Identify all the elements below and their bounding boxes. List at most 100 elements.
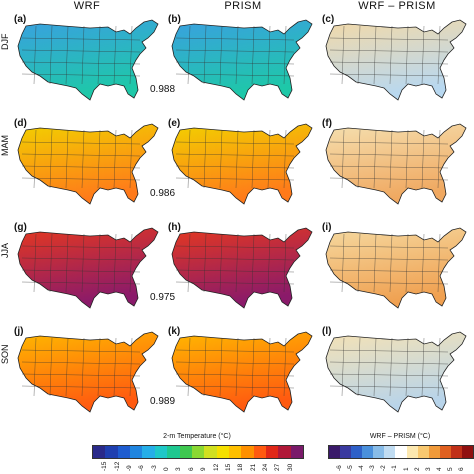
state-boundary — [219, 233, 223, 293]
colorbar-swatch — [362, 446, 374, 458]
correlation-value: 0.986 — [150, 188, 176, 199]
state-boundary — [421, 337, 425, 397]
colorbar-swatch — [105, 446, 118, 458]
colorbar-swatch — [142, 446, 155, 458]
state-boundary — [65, 129, 69, 189]
state-boundary — [81, 233, 85, 293]
us-outline — [17, 19, 159, 101]
colorbar-swatch — [351, 446, 363, 458]
us-map — [171, 227, 313, 309]
colorbar-swatch — [373, 446, 385, 458]
map-panel-1-0: (d) — [12, 116, 162, 216]
season-label-3: SON — [0, 344, 10, 364]
map-panel-3-1: (k) — [166, 324, 316, 424]
colorbar-swatch — [439, 446, 451, 458]
colorbar-swatch — [266, 446, 279, 458]
state-boundary — [329, 61, 449, 65]
state-boundary — [175, 49, 295, 53]
state-boundary — [329, 269, 449, 273]
panel-label: (b) — [168, 14, 181, 25]
colorbar-swatch — [395, 446, 407, 458]
colorbar-tick-label: 9 — [200, 467, 208, 471]
column-title-prism: PRISM — [224, 0, 262, 12]
state-boundary — [329, 361, 449, 365]
state-boundary — [175, 153, 295, 157]
state-boundary — [175, 141, 295, 145]
us-outline — [171, 123, 313, 205]
state-boundary — [283, 233, 287, 293]
state-boundary — [437, 233, 441, 293]
panel-label: (l) — [322, 326, 332, 337]
us-outline — [325, 331, 467, 413]
state-boundary — [389, 337, 393, 397]
colorbar-tick-label: 3 — [424, 467, 432, 471]
state-boundary — [329, 153, 449, 157]
colorbar-tick-label: -6 — [336, 465, 344, 471]
us-outline — [17, 123, 159, 205]
panel-label: (h) — [168, 222, 181, 233]
state-boundary — [283, 25, 287, 85]
map-panel-2-0: (g) — [12, 220, 162, 320]
state-boundary — [329, 245, 449, 249]
panel-label: (g) — [14, 222, 27, 233]
state-boundary — [175, 61, 295, 65]
panel-label: (f) — [322, 118, 332, 129]
state-boundary — [175, 385, 295, 389]
season-label-2: JJA — [0, 242, 10, 258]
season-label-1: MAM — [0, 135, 10, 157]
state-boundary — [97, 233, 101, 293]
state-boundary — [21, 141, 141, 145]
us-outline — [325, 123, 467, 205]
state-boundary — [175, 257, 295, 261]
state-boundary — [267, 233, 271, 293]
state-boundary — [175, 177, 295, 181]
state-boundary — [283, 337, 287, 397]
state-boundary — [175, 269, 295, 273]
state-boundary — [283, 129, 287, 189]
state-boundary — [113, 233, 117, 293]
colorbar-swatch — [93, 446, 106, 458]
us-map — [171, 19, 313, 101]
state-boundary — [267, 129, 271, 189]
state-boundary — [21, 361, 141, 365]
map-panel-0-2: (c) — [320, 12, 470, 112]
state-boundary — [329, 73, 449, 77]
colorbar-tick-label: 12 — [212, 463, 220, 471]
colorbar-tick-label: 15 — [224, 463, 232, 471]
state-boundary — [373, 337, 377, 397]
column-title-diff: WRF – PRISM — [358, 0, 436, 12]
state-boundary — [251, 129, 255, 189]
us-outline — [17, 331, 159, 413]
colorbar-tick-label: -1 — [391, 465, 399, 471]
temperature-colorbar — [92, 445, 304, 459]
state-boundary — [389, 233, 393, 293]
panel-label: (e) — [168, 118, 181, 129]
state-boundary — [437, 337, 441, 397]
colorbar-swatch — [216, 446, 229, 458]
map-panel-3-2: (l) — [320, 324, 470, 424]
us-outline — [171, 19, 313, 101]
state-boundary — [219, 25, 223, 85]
us-outline — [325, 19, 467, 101]
panel-label: (a) — [14, 14, 27, 25]
state-boundary — [21, 37, 141, 41]
colorbar-swatch — [417, 446, 429, 458]
colorbar-swatch — [340, 446, 352, 458]
state-boundary — [329, 373, 449, 377]
state-boundary — [421, 25, 425, 85]
state-boundary — [267, 337, 271, 397]
colorbar-swatch — [117, 446, 131, 458]
state-boundary — [129, 129, 133, 189]
state-boundary — [329, 177, 449, 181]
map-panel-0-1: (b) — [166, 12, 316, 112]
state-boundary — [81, 25, 85, 85]
state-boundary — [21, 49, 141, 53]
temperature-colorbar-title: 2-m Temperature (°C) — [163, 433, 231, 440]
colorbar-tick-label: -9 — [126, 465, 134, 471]
state-boundary — [21, 349, 141, 353]
colorbar-tick-label: 6 — [457, 467, 465, 471]
state-boundary — [235, 129, 239, 189]
state-boundary — [329, 257, 449, 261]
difference-colorbar-ticks: -6 -5 -4 -3 -2 -1 1 2 3 4 5 6 — [328, 459, 472, 473]
state-boundary — [175, 361, 295, 365]
